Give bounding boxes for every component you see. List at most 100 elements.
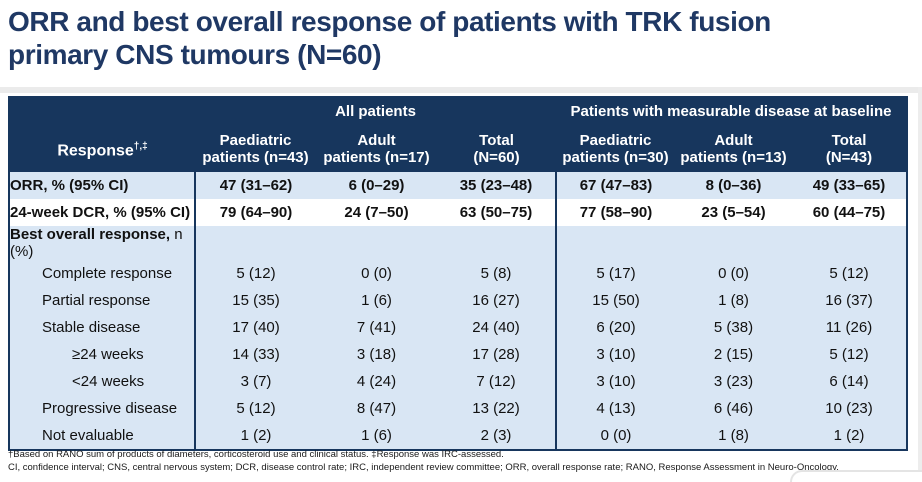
value-cell: 16 (37) (792, 287, 907, 314)
value-cell: 47 (31–62) (195, 172, 316, 199)
row-label: Complete response (9, 260, 196, 287)
row-label: ≥24 weeks (9, 341, 196, 368)
footnotes: †Based on RANO sum of products of diamet… (8, 448, 913, 474)
group-header-measurable-disease: Patients with measurable disease at base… (556, 97, 907, 125)
value-cell (556, 226, 675, 260)
value-cell: 60 (44–75) (792, 199, 907, 226)
table-header: All patients Patients with measurable di… (9, 97, 907, 172)
column-header-paediatric-n30: Paediatric patients (n=30) (556, 125, 675, 172)
table-row: ORR, % (95% CI) 47 (31–62) 6 (0–29) 35 (23–… (9, 172, 907, 199)
value-cell: 1 (8) (675, 287, 792, 314)
table-row: Partial response 15 (35) 1 (6) 16 (27) 15 (5… (9, 287, 907, 314)
column-header-total-n43: Total (N=43) (792, 125, 907, 172)
table-row: ≥24 weeks 14 (33) 3 (18) 17 (28) 3 (10) 2 (15… (9, 341, 907, 368)
column-header-response: Response†,‡ (9, 125, 195, 172)
value-cell: 1 (6) (316, 422, 437, 450)
value-cell (316, 226, 437, 260)
value-cell: 5 (8) (437, 260, 557, 287)
value-cell: 16 (27) (437, 287, 557, 314)
value-cell: 17 (40) (195, 314, 316, 341)
value-cell: 35 (23–48) (437, 172, 557, 199)
row-label: <24 weeks (9, 368, 196, 395)
value-cell: 3 (10) (556, 368, 675, 395)
value-cell: 7 (12) (437, 368, 557, 395)
table-row: 24-week DCR, % (95% CI) 79 (64–90) 24 (7–5… (9, 199, 907, 226)
table-row: Stable disease 17 (40) 7 (41) 24 (40) 6 (20)… (9, 314, 907, 341)
footnote-line-1: †Based on RANO sum of products of diamet… (8, 449, 504, 460)
row-label: Best overall response, n (%) (9, 226, 196, 260)
value-cell: 1 (2) (792, 422, 907, 450)
footnote-line-2: CI, confidence interval; CNS, central ne… (8, 462, 839, 473)
group-header-spacer (9, 97, 195, 125)
page-title-line-2: primary CNS tumours (N=60) (8, 39, 382, 70)
value-cell: 3 (23) (675, 368, 792, 395)
value-cell: 0 (0) (675, 260, 792, 287)
value-cell: 1 (2) (195, 422, 316, 450)
table-row: Best overall response, n (%) (9, 226, 907, 260)
value-cell: 5 (12) (195, 395, 316, 422)
value-cell: 2 (3) (437, 422, 557, 450)
value-cell: 49 (33–65) (792, 172, 907, 199)
value-cell: 7 (41) (316, 314, 437, 341)
value-cell: 4 (24) (316, 368, 437, 395)
value-cell: 67 (47–83) (556, 172, 675, 199)
value-cell: 24 (7–50) (316, 199, 437, 226)
value-cell: 8 (0–36) (675, 172, 792, 199)
value-cell: 24 (40) (437, 314, 557, 341)
value-cell: 1 (6) (316, 287, 437, 314)
value-cell: 23 (5–54) (675, 199, 792, 226)
table-row: Not evaluable 1 (2) 1 (6) 2 (3) 0 (0) 1 (8) 1 … (9, 422, 907, 450)
row-label: ORR, % (95% CI) (9, 172, 196, 199)
value-cell (437, 226, 557, 260)
value-cell: 15 (50) (556, 287, 675, 314)
column-header-adult-n17: Adult patients (n=17) (316, 125, 437, 172)
value-cell (675, 226, 792, 260)
column-header-paediatric-n43: Paediatric patients (n=43) (195, 125, 316, 172)
value-cell: 5 (17) (556, 260, 675, 287)
row-label: Progressive disease (9, 395, 196, 422)
table-row: Progressive disease 5 (12) 8 (47) 13 (22) 4 … (9, 395, 907, 422)
value-cell: 14 (33) (195, 341, 316, 368)
value-cell: 13 (22) (437, 395, 557, 422)
value-cell: 0 (0) (316, 260, 437, 287)
value-cell (195, 226, 316, 260)
value-cell: 5 (12) (792, 260, 907, 287)
value-cell: 5 (38) (675, 314, 792, 341)
page-title: ORR and best overall response of patient… (8, 5, 771, 71)
value-cell: 11 (26) (792, 314, 907, 341)
response-label: Response (57, 142, 134, 160)
table-row: <24 weeks 3 (7) 4 (24) 7 (12) 3 (10) 3 (23) 6 … (9, 368, 907, 395)
value-cell: 4 (13) (556, 395, 675, 422)
value-cell: 10 (23) (792, 395, 907, 422)
row-label: Not evaluable (9, 422, 196, 450)
value-cell: 5 (12) (195, 260, 316, 287)
value-cell: 6 (20) (556, 314, 675, 341)
value-cell: 6 (14) (792, 368, 907, 395)
value-cell: 15 (35) (195, 287, 316, 314)
results-table-container: All patients Patients with measurable di… (8, 96, 908, 451)
results-table: All patients Patients with measurable di… (8, 96, 908, 451)
column-header-adult-n13: Adult patients (n=13) (675, 125, 792, 172)
row-label: 24-week DCR, % (95% CI) (9, 199, 196, 226)
value-cell: 2 (15) (675, 341, 792, 368)
group-header-all-patients: All patients (195, 97, 556, 125)
value-cell: 5 (12) (792, 341, 907, 368)
value-cell: 79 (64–90) (195, 199, 316, 226)
value-cell: 8 (47) (316, 395, 437, 422)
image-edge-artifact-top (0, 87, 922, 93)
value-cell: 6 (0–29) (316, 172, 437, 199)
value-cell: 3 (10) (556, 341, 675, 368)
image-edge-artifact-right (918, 87, 922, 482)
value-cell: 77 (58–90) (556, 199, 675, 226)
value-cell: 1 (8) (675, 422, 792, 450)
table-row: Complete response 5 (12) 0 (0) 5 (8) 5 (17) 0… (9, 260, 907, 287)
value-cell (792, 226, 907, 260)
value-cell: 6 (46) (675, 395, 792, 422)
row-label: Partial response (9, 287, 196, 314)
value-cell: 0 (0) (556, 422, 675, 450)
column-header-total-n60: Total (N=60) (437, 125, 556, 172)
value-cell: 3 (7) (195, 368, 316, 395)
image-edge-artifact-corner (790, 470, 922, 482)
table-body: ORR, % (95% CI) 47 (31–62) 6 (0–29) 35 (23–… (9, 172, 907, 450)
value-cell: 3 (18) (316, 341, 437, 368)
